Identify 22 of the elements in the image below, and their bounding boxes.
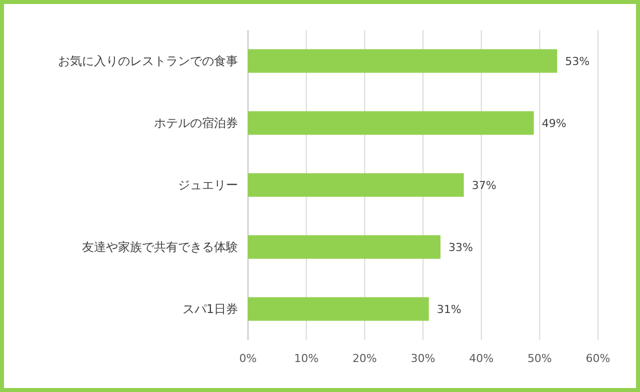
bar	[248, 297, 429, 321]
bar	[248, 235, 440, 259]
x-tick-label: 50%	[527, 352, 552, 365]
data-label: 53%	[565, 54, 590, 68]
data-label: 49%	[542, 116, 566, 130]
data-label: 31%	[436, 302, 462, 316]
x-tick-label: 40%	[469, 352, 494, 365]
bar	[248, 173, 464, 197]
x-tick-label: 60%	[586, 352, 610, 365]
y-tick-label: お気に入りのレストランでの食事	[58, 54, 238, 68]
y-tick-label: ジュエリー	[178, 178, 238, 192]
x-tick-label: 30%	[410, 352, 436, 365]
bar	[248, 111, 534, 135]
bar	[248, 49, 558, 73]
x-tick-label: 10%	[294, 352, 319, 365]
y-tick-label: 友達や家族で共有できる体験	[82, 240, 238, 254]
x-tick-label: 0%	[239, 352, 257, 365]
y-tick-label: ホテルの宿泊券	[154, 116, 238, 130]
x-tick-label: 20%	[352, 352, 377, 365]
y-tick-label: スパ1日券	[182, 302, 238, 316]
data-label: 33%	[448, 240, 473, 254]
data-label: 37%	[472, 178, 496, 192]
